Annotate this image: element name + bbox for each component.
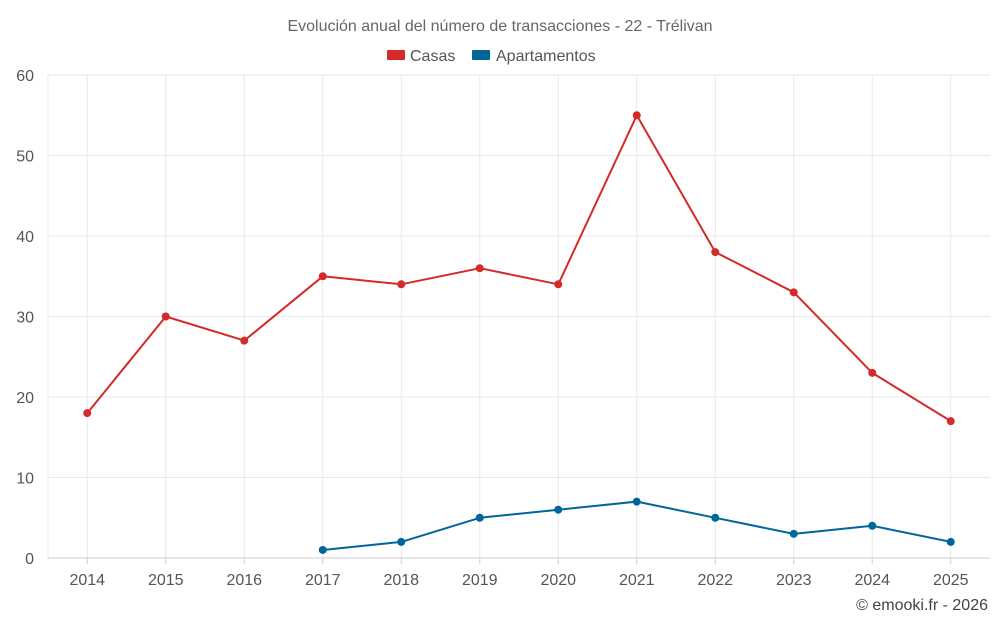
data-point-casas-2024[interactable] xyxy=(868,368,877,377)
x-tick-label-2015: 2015 xyxy=(148,572,184,589)
x-tick-label-2018: 2018 xyxy=(383,572,419,589)
legend-swatch-casas xyxy=(387,50,405,60)
y-tick-label-0: 0 xyxy=(25,551,34,568)
data-point-casas-2021[interactable] xyxy=(632,111,641,120)
y-tick-label-60: 60 xyxy=(16,68,34,85)
data-point-apartamentos-2020[interactable] xyxy=(554,505,563,514)
data-point-apartamentos-2022[interactable] xyxy=(711,513,720,522)
data-point-apartamentos-2017[interactable] xyxy=(318,545,327,554)
data-point-casas-2016[interactable] xyxy=(240,336,249,345)
series-apartamentos xyxy=(318,497,955,554)
data-point-casas-2015[interactable] xyxy=(161,312,170,321)
credit-text: © emooki.fr - 2026 xyxy=(856,597,988,614)
x-tick-label-2020: 2020 xyxy=(540,572,576,589)
legend-label-apartamentos: Apartamentos xyxy=(496,48,596,65)
legend: Casas Apartamentos xyxy=(387,48,596,65)
x-tick-label-2016: 2016 xyxy=(226,572,262,589)
y-tick-label-10: 10 xyxy=(16,471,34,488)
data-point-casas-2023[interactable] xyxy=(789,288,798,297)
x-tick-label-2017: 2017 xyxy=(305,572,341,589)
x-tick-label-2023: 2023 xyxy=(776,572,812,589)
y-tick-label-30: 30 xyxy=(16,310,34,327)
y-tick-label-50: 50 xyxy=(16,149,34,166)
series-line-casas xyxy=(86,114,952,422)
data-point-apartamentos-2019[interactable] xyxy=(475,513,484,522)
x-tick-label-2022: 2022 xyxy=(697,572,733,589)
chart-title: Evolución anual del número de transaccio… xyxy=(287,18,712,35)
data-point-casas-2020[interactable] xyxy=(554,280,563,289)
data-point-apartamentos-2025[interactable] xyxy=(946,537,955,546)
series-casas xyxy=(83,111,955,426)
axes: 0 10 20 30 40 50 60 2014 2015 2016 2017 2018 2019 202… xyxy=(16,68,990,589)
grid xyxy=(48,74,990,558)
data-point-apartamentos-2021[interactable] xyxy=(632,497,641,506)
data-point-apartamentos-2018[interactable] xyxy=(397,537,406,546)
x-tick-label-2025: 2025 xyxy=(933,572,969,589)
legend-item-apartamentos[interactable]: Apartamentos xyxy=(472,48,596,65)
data-point-casas-2018[interactable] xyxy=(397,280,406,289)
legend-swatch-apartamentos xyxy=(472,50,490,60)
legend-label-casas: Casas xyxy=(410,48,455,65)
data-point-casas-2017[interactable] xyxy=(318,272,327,281)
data-point-casas-2025[interactable] xyxy=(946,417,955,426)
series xyxy=(83,111,955,554)
y-tick-label-20: 20 xyxy=(16,390,34,407)
x-tick-label-2024: 2024 xyxy=(854,572,890,589)
data-point-casas-2019[interactable] xyxy=(475,264,484,273)
x-tick-label-2014: 2014 xyxy=(69,572,105,589)
legend-item-casas[interactable]: Casas xyxy=(387,48,455,65)
y-tick-label-40: 40 xyxy=(16,229,34,246)
data-point-casas-2014[interactable] xyxy=(83,409,92,418)
data-point-apartamentos-2023[interactable] xyxy=(789,529,798,538)
data-point-casas-2022[interactable] xyxy=(711,248,720,257)
x-tick-label-2021: 2021 xyxy=(619,572,655,589)
data-point-apartamentos-2024[interactable] xyxy=(868,521,877,530)
x-tick-label-2019: 2019 xyxy=(462,572,498,589)
